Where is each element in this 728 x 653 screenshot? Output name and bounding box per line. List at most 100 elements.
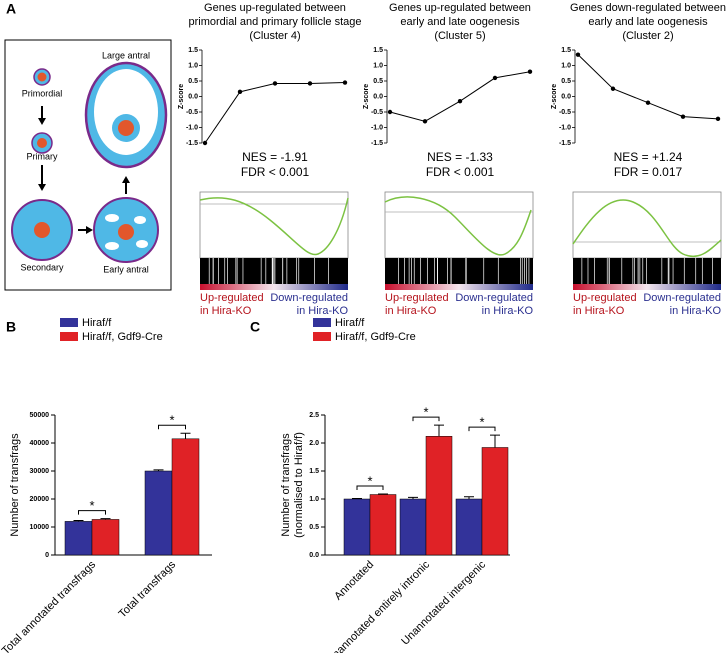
error-bar	[464, 496, 474, 499]
diagram-label: Early antral	[103, 264, 149, 274]
y-tick-label: 1.0	[309, 496, 319, 503]
panel-label: B	[6, 319, 16, 335]
y-tick-label: 0.0	[373, 93, 383, 100]
follicle-diagram	[4, 39, 172, 291]
y-tick-label: -1.0	[559, 124, 571, 131]
y-tick-label: -0.5	[186, 109, 198, 116]
bar	[425, 436, 453, 556]
y-axis-label: Z-score	[551, 84, 558, 109]
annotation: NES = -1.91	[242, 150, 308, 164]
line	[204, 82, 346, 144]
y-axis-label: Number of transfrags	[9, 433, 21, 537]
error-bar	[378, 493, 388, 495]
gsea-label: in Hira-KO	[200, 305, 252, 317]
chart-title: (Cluster 2)	[622, 30, 673, 42]
y-tick-label: 2.5	[309, 412, 319, 419]
x-tick-label: Total annotated transfrags	[0, 558, 99, 653]
point	[575, 52, 581, 57]
point	[272, 81, 278, 86]
significance-label: *	[479, 415, 484, 430]
point	[680, 114, 686, 119]
annotation: NES = -1.33	[427, 150, 493, 164]
gsea-label: Down-regulated	[455, 292, 533, 304]
gsea-label: Up-regulated	[200, 292, 264, 304]
gsea-label: in Hira-KO	[670, 305, 722, 317]
significance-bracket	[78, 510, 106, 515]
gsea-label: in Hira-KO	[573, 305, 625, 317]
rank-gradient	[200, 284, 348, 290]
bar	[144, 470, 173, 556]
legend-swatch	[313, 332, 331, 341]
enrichment-curve	[572, 199, 722, 258]
error-bar	[180, 432, 191, 439]
point	[457, 98, 463, 104]
y-tick-label: -1.5	[559, 140, 571, 147]
legend-label: Hiraf/f, Gdf9-Cre	[335, 331, 416, 343]
gsea-box	[384, 191, 534, 259]
error-bar	[153, 469, 164, 471]
enrichment-curve	[384, 196, 532, 256]
gsea-box	[199, 191, 349, 259]
gsea-label: in Hira-KO	[385, 305, 437, 317]
y-tick-label: 1.0	[373, 62, 383, 69]
x-tick-label: Total transfrags	[117, 558, 179, 620]
bar	[343, 498, 371, 556]
y-axis-label: Z-score	[178, 84, 185, 109]
point	[715, 116, 721, 122]
y-tick-label: 1.5	[373, 47, 383, 54]
significance-label: *	[423, 405, 428, 420]
y-tick-label: 50000	[30, 412, 50, 419]
point	[237, 89, 243, 95]
annotation: NES = +1.24	[614, 150, 683, 164]
panel-label: A	[6, 1, 16, 17]
annotation: FDR < 0.001	[426, 165, 495, 179]
error-bar	[352, 497, 362, 499]
diagram-label: Large antral	[102, 50, 150, 60]
significance-label: *	[367, 473, 372, 488]
gsea-label: Down-regulated	[643, 292, 721, 304]
gsea-box	[572, 191, 722, 259]
barcode	[385, 258, 533, 284]
y-tick-label: 10000	[30, 524, 50, 531]
legend-swatch	[60, 332, 78, 341]
chart-title: Genes down-regulated between	[570, 2, 726, 14]
diagram-label: Secondary	[20, 262, 64, 272]
y-tick-label: 0.5	[373, 78, 383, 85]
point	[645, 100, 651, 105]
chart-title: primordial and primary follicle stage	[188, 16, 361, 28]
point	[422, 119, 428, 124]
point	[492, 75, 498, 81]
y-tick-label: 1.5	[561, 47, 571, 54]
point	[387, 109, 393, 115]
y-tick-label: -0.5	[371, 109, 383, 116]
gsea-label: Up-regulated	[573, 292, 637, 304]
legend-label: Hiraf/f	[335, 317, 365, 329]
significance-bracket	[468, 426, 496, 432]
annotation: FDR = 0.017	[614, 165, 683, 179]
significance-label: *	[89, 498, 94, 513]
rank-gradient	[573, 284, 721, 290]
y-tick-label: 1.5	[309, 468, 319, 475]
error-bar	[490, 434, 500, 448]
y-axis-label: Number of transfrags	[280, 433, 292, 537]
line	[389, 71, 531, 122]
y-tick-label: -1.5	[186, 140, 198, 147]
y-tick-label: 2.0	[309, 440, 319, 447]
error-bar	[434, 424, 444, 437]
y-tick-label: 20000	[30, 496, 50, 503]
y-tick-label: 1.5	[188, 47, 198, 54]
significance-label: *	[169, 413, 174, 428]
y-tick-label: 40000	[30, 440, 50, 447]
y-tick-label: 0.0	[309, 552, 319, 559]
point	[307, 81, 313, 86]
diagram-label: Primary	[27, 151, 58, 161]
y-tick-label: 1.0	[561, 62, 571, 69]
barcode	[573, 258, 721, 284]
significance-bracket	[356, 485, 384, 490]
chart-title: Genes up-regulated between	[204, 2, 346, 14]
bar	[91, 519, 120, 556]
y-tick-label: 30000	[30, 468, 50, 475]
point	[610, 86, 616, 91]
gsea-label: in Hira-KO	[297, 305, 349, 317]
